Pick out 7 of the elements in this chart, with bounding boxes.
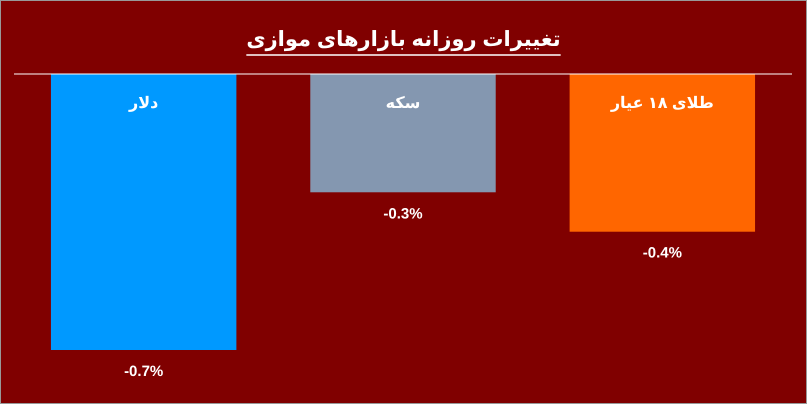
chart-title: تغییرات روزانه بازارهای موازی [246, 28, 561, 52]
data-label: -0.4% [642, 244, 682, 262]
x-tick-label: سکه [386, 95, 420, 112]
data-label: -0.3% [383, 205, 423, 222]
data-label: -0.7% [124, 363, 164, 380]
x-tick-label: دلار [128, 95, 158, 112]
x-tick-label: طلای ۱۸ عیار [610, 95, 714, 112]
